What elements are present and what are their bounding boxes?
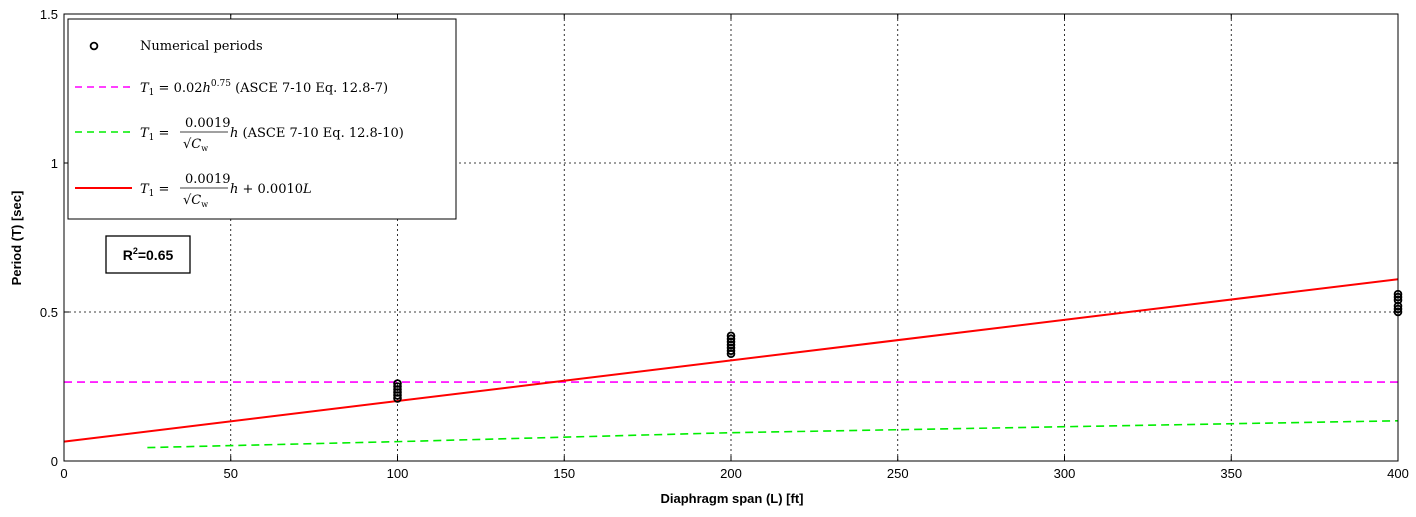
legend-entry-numerical-periods: Numerical periods (89, 39, 263, 54)
legend-entry-asce-12-8-7: T1 = 0.02h0.75 (ASCE 7-10 Eq. 12.8-7) (75, 79, 388, 98)
legend: Numerical periods T1 = 0.02h0.75 (ASCE 7… (67, 18, 457, 220)
legend-label-asce-12-8-10-num: 0.0019 (185, 116, 231, 131)
legend-label-proposed-lhs: T1 = (140, 182, 169, 199)
y-tick-label: 1 (51, 156, 58, 171)
x-tick-label: 200 (720, 466, 742, 481)
x-tick-label: 150 (553, 466, 575, 481)
legend-entry-proposed: T1 = 0.0019 √Cw h + 0.0010L (75, 172, 312, 209)
x-tick-label: 100 (387, 466, 409, 481)
y-axis-title: Period (T) [sec] (9, 191, 24, 286)
legend-marker-circle (89, 41, 99, 51)
series-line-2 (147, 419, 1399, 449)
scatter-point (726, 346, 736, 356)
legend-label-proposed-num: 0.0019 (185, 172, 231, 187)
scatter-point (393, 391, 402, 400)
scatter-point (393, 394, 402, 403)
axis-ticks: 0 50 100 150 200 250 300 350 400 0 0.5 1 1.5 (40, 7, 1409, 481)
x-tick-label: 0 (60, 466, 67, 481)
legend-label-asce-12-8-7: T1 = 0.02h0.75 (ASCE 7-10 Eq. 12.8-7) (140, 79, 388, 98)
y-tick-label: 0 (51, 454, 58, 469)
legend-label-asce-12-8-10-lhs: T1 = (140, 126, 169, 143)
x-tick-label: 250 (887, 466, 909, 481)
y-tick-label: 0.5 (40, 305, 58, 320)
plot-series (63, 278, 1403, 449)
x-tick-label: 50 (224, 466, 238, 481)
scatter-point (726, 349, 736, 359)
r-squared-label: R2=0.65 (123, 246, 174, 263)
legend-label-proposed-rhs: h + 0.0010L (230, 182, 312, 197)
legend-label-numerical-periods: Numerical periods (140, 39, 263, 54)
series-line-3 (63, 278, 1399, 443)
x-tick-label: 300 (1054, 466, 1076, 481)
legend-label-asce-12-8-10-rhs: h (ASCE 7-10 Eq. 12.8-10) (230, 126, 404, 141)
r-squared-annotation: R2=0.65 (105, 235, 191, 274)
legend-box (67, 18, 457, 220)
legend-entry-asce-12-8-10: T1 = 0.0019 √Cw h (ASCE 7-10 Eq. 12.8-10… (75, 116, 404, 153)
x-tick-label: 350 (1220, 466, 1242, 481)
y-tick-label: 1.5 (40, 7, 58, 22)
grid (64, 14, 1398, 461)
x-axis-title: Diaphragm span (L) [ft] (661, 491, 804, 506)
x-tick-label: 400 (1387, 466, 1409, 481)
r-squared-box (105, 235, 191, 274)
